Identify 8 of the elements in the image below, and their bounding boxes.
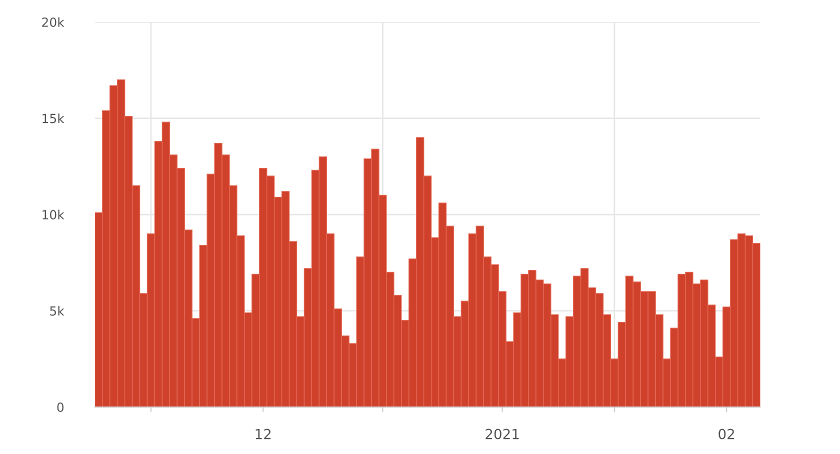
y-tick-label: 10k <box>42 210 64 220</box>
y-tick-label: 5k <box>50 306 64 316</box>
y-tick-label: 0 <box>57 402 64 412</box>
y-tick-label: 20k <box>42 17 64 27</box>
x-tick-label: 12 <box>256 428 271 440</box>
x-tick-label: 2021 <box>486 428 519 440</box>
y-tick-label: 15k <box>42 114 64 124</box>
x-tick-label: 02 <box>718 428 734 440</box>
